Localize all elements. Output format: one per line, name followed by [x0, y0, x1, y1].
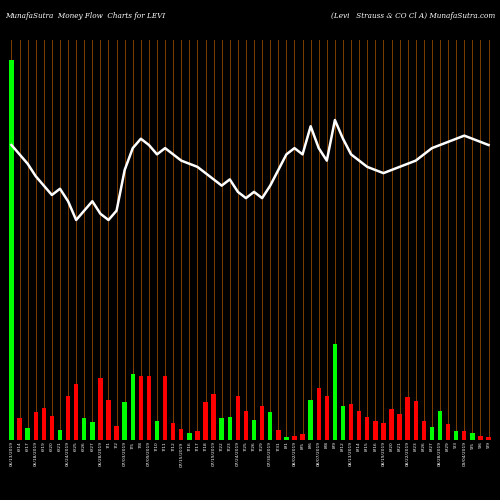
Bar — [438, 411, 442, 440]
Bar — [365, 417, 370, 440]
Bar — [171, 423, 175, 440]
Bar — [478, 436, 482, 440]
Bar — [106, 400, 110, 440]
Bar — [155, 421, 159, 440]
Bar — [228, 417, 232, 440]
Bar — [9, 60, 14, 440]
Bar — [82, 418, 86, 440]
Bar — [90, 422, 94, 440]
Bar — [470, 433, 474, 440]
Bar — [260, 406, 264, 440]
Bar — [349, 404, 354, 440]
Bar — [300, 434, 305, 440]
Bar — [26, 428, 30, 440]
Bar — [381, 423, 386, 440]
Bar — [58, 430, 62, 440]
Bar — [66, 396, 70, 440]
Bar — [122, 402, 127, 440]
Bar — [422, 421, 426, 440]
Bar — [187, 433, 192, 440]
Bar — [98, 378, 102, 440]
Bar — [341, 406, 345, 440]
Bar — [252, 420, 256, 440]
Bar — [292, 436, 296, 440]
Bar — [244, 411, 248, 440]
Bar — [373, 421, 378, 440]
Bar — [462, 431, 466, 440]
Bar — [212, 394, 216, 440]
Bar — [284, 437, 288, 440]
Bar — [276, 430, 280, 440]
Bar — [332, 344, 337, 440]
Bar — [34, 412, 38, 440]
Bar — [268, 412, 272, 440]
Bar — [357, 411, 362, 440]
Bar — [324, 396, 329, 440]
Bar — [195, 431, 200, 440]
Bar — [446, 424, 450, 440]
Bar — [220, 418, 224, 440]
Bar — [130, 374, 135, 440]
Bar — [18, 418, 22, 440]
Text: (Levi   Strauss & CO Cl A) MunafaSutra.com: (Levi Strauss & CO Cl A) MunafaSutra.com — [331, 12, 495, 20]
Bar — [486, 437, 491, 440]
Bar — [430, 427, 434, 440]
Bar — [138, 376, 143, 440]
Bar — [74, 384, 78, 440]
Bar — [406, 397, 410, 440]
Bar — [236, 396, 240, 440]
Bar — [146, 376, 151, 440]
Text: MunafaSutra  Money Flow  Charts for LEVI: MunafaSutra Money Flow Charts for LEVI — [5, 12, 165, 20]
Bar — [163, 376, 168, 440]
Bar — [454, 431, 458, 440]
Bar — [308, 400, 313, 440]
Bar — [179, 429, 184, 440]
Bar — [204, 402, 208, 440]
Bar — [316, 388, 321, 440]
Bar — [114, 426, 119, 440]
Bar — [398, 414, 402, 440]
Bar — [414, 401, 418, 440]
Bar — [42, 408, 46, 440]
Bar — [50, 416, 54, 440]
Bar — [390, 409, 394, 440]
